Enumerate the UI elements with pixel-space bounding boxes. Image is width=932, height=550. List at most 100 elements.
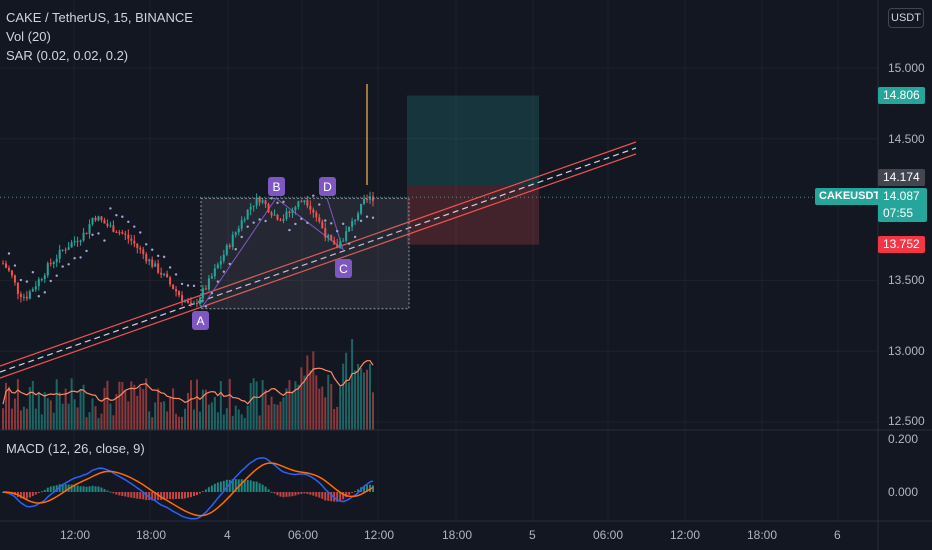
candle-body — [315, 212, 318, 218]
volume-bar — [363, 372, 366, 430]
time-tick: 12:00 — [60, 528, 91, 542]
candle-body — [213, 268, 216, 277]
sar-dot — [341, 222, 345, 226]
volume-bar — [124, 390, 127, 430]
macd-hist-bar — [243, 479, 246, 492]
volume-bar — [25, 408, 28, 430]
candle-body — [210, 276, 213, 279]
sar-dot — [61, 265, 64, 268]
candle-body — [249, 206, 252, 210]
volume-bar — [327, 374, 330, 430]
candle-body — [28, 291, 31, 299]
sar-indicator-label[interactable]: SAR (0.02, 0.02, 0.2) — [6, 48, 129, 63]
candle-body — [184, 300, 187, 302]
macd-hist-bar — [192, 492, 195, 497]
sar-dot — [353, 235, 357, 239]
macd-hist-bar — [231, 479, 234, 492]
pattern-point-a[interactable]: A — [192, 311, 209, 330]
chart-title[interactable]: CAKE / TetherUS, 15, BINANCE — [6, 10, 193, 25]
candle-body — [160, 272, 163, 275]
sar-dot — [97, 232, 100, 235]
sar-dot — [174, 273, 178, 276]
candle-body — [7, 267, 10, 271]
candle-body — [297, 201, 300, 207]
candle-body — [276, 214, 279, 220]
vol-indicator-label[interactable]: Vol (20) — [6, 29, 51, 44]
macd-hist-bar — [261, 484, 264, 492]
pattern-point-d[interactable]: D — [319, 177, 336, 196]
macd-hist-bar — [327, 492, 330, 501]
volume-bar — [294, 381, 297, 430]
volume-bar — [336, 406, 339, 430]
sar-dots — [7, 194, 375, 317]
macd-hist-bar — [19, 492, 22, 499]
candle-body — [166, 273, 169, 278]
sar-dot — [13, 264, 17, 267]
volume-bar — [309, 370, 312, 430]
volume-bar — [151, 417, 154, 430]
volume-bar — [273, 403, 276, 430]
macd-hist-bar — [321, 492, 324, 499]
macd-tick: 0.200 — [888, 432, 919, 446]
macd-indicator-label[interactable]: MACD (12, 26, close, 9) — [6, 441, 145, 456]
macd-hist-bar — [154, 492, 157, 500]
macd-hist-bar — [348, 492, 351, 495]
sar-dot — [109, 207, 112, 210]
macd-hist-bar — [160, 492, 163, 500]
macd-hist-bar — [189, 492, 192, 498]
candle-body — [49, 263, 52, 265]
volume-ma-line — [2, 360, 374, 405]
macd-hist-bar — [163, 492, 166, 500]
sar-dot — [103, 239, 106, 242]
candle-body — [31, 289, 34, 292]
candle-body — [243, 219, 246, 221]
volume-bar — [246, 405, 249, 430]
sar-dot — [25, 280, 29, 283]
sar-dot — [264, 219, 267, 223]
macd-hist-bar — [37, 492, 40, 493]
volume-bar — [16, 379, 19, 430]
sar-dot — [359, 219, 363, 223]
macd-hist-bar — [357, 489, 360, 492]
pattern-point-c[interactable]: C — [335, 259, 352, 278]
sar-dot — [276, 201, 279, 205]
sar-dot — [365, 215, 369, 218]
sar-dot — [347, 242, 351, 245]
macd-hist-bar — [342, 492, 345, 500]
volume-bar — [345, 352, 348, 430]
sar-dot — [318, 203, 321, 206]
chart-legend: CAKE / TetherUS, 15, BINANCE Vol (20) SA… — [6, 8, 193, 65]
volume-bar — [2, 408, 4, 430]
sar-dot — [294, 222, 297, 226]
macd-hist-bar — [345, 492, 348, 498]
macd-hist-bar — [330, 492, 333, 502]
currency-button[interactable]: USDT — [888, 8, 924, 28]
grid-lines — [0, 0, 878, 521]
volume-bar — [369, 363, 372, 430]
macd-hist-bar — [103, 489, 106, 492]
volume-bar — [88, 412, 91, 430]
volume-bar — [10, 408, 13, 430]
price-tick: 12.500 — [888, 414, 925, 428]
time-tick: 18:00 — [747, 528, 778, 542]
candle-body — [106, 223, 109, 227]
volume-bar — [4, 382, 7, 430]
candle-body — [219, 260, 222, 265]
sar-dot — [91, 233, 94, 236]
macd-hist-bar — [216, 482, 219, 492]
candle-body — [91, 217, 94, 225]
volume-bar — [288, 380, 291, 430]
candle-body — [228, 245, 231, 247]
candle-body — [88, 224, 91, 234]
volume-bar — [13, 398, 16, 430]
macd-hist-bar — [109, 491, 112, 493]
time-tick: 18:00 — [136, 528, 167, 542]
macd-hist-bar — [267, 489, 270, 492]
time-tick: 18:00 — [442, 528, 473, 542]
macd-hist-bar — [148, 492, 151, 501]
volume-bar — [64, 388, 67, 430]
pattern-point-b[interactable]: B — [268, 177, 285, 196]
volume-bar — [67, 403, 70, 430]
volume-bar — [46, 398, 49, 430]
